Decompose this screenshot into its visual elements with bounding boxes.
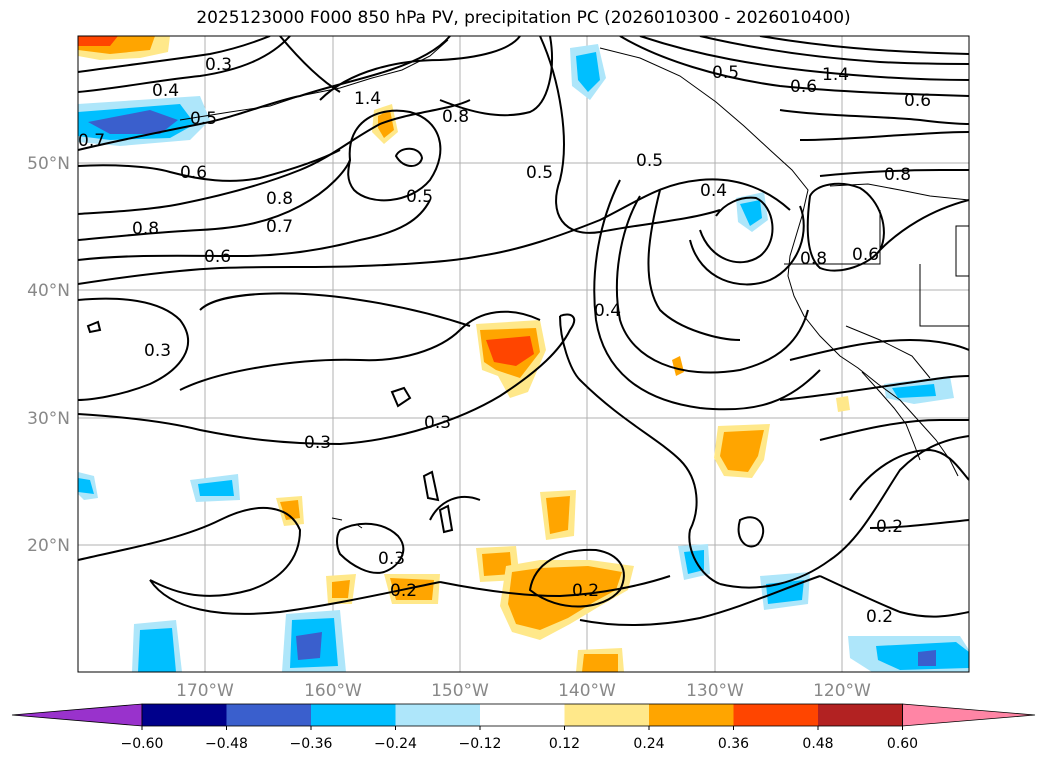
contour-label: 0.2 [876, 517, 903, 537]
lon-label: 120°W [813, 681, 871, 701]
contour-label: 0.5 [526, 163, 553, 183]
pv-contours [78, 36, 969, 627]
contour-label: 0.8 [266, 189, 293, 209]
lat-label: 50°N [27, 154, 70, 174]
colorbar-extend-high [902, 703, 1036, 727]
contour-label: 0.8 [800, 249, 827, 269]
contour-label: 0.3 [205, 55, 232, 75]
colorbar-tick-label: 0.48 [802, 736, 833, 752]
lon-label: 150°W [431, 681, 489, 701]
colorbar-tick-label: −0.24 [374, 736, 417, 752]
contour-label: 0.3 [378, 549, 405, 569]
colorbar-segment [395, 704, 481, 726]
contour-label: 0.8 [132, 219, 159, 239]
lon-label: 170°W [176, 681, 234, 701]
colorbar-segment [311, 704, 396, 726]
contour-label: 0.2 [390, 581, 417, 601]
contour-label: 0.2 [572, 581, 599, 601]
contour-label: 0.5 [406, 187, 433, 207]
lon-label: 160°W [304, 681, 362, 701]
contour-labels: 0.3 0.4 0.5 0.7 0.6 1.4 0.8 0.5 0.5 0.5 … [78, 55, 931, 627]
colorbar-segment [142, 704, 227, 726]
contour-label: 0.3 [144, 341, 171, 361]
colorbar-tick-label: 0.12 [549, 736, 580, 752]
colorbar-tick-label: −0.36 [290, 736, 333, 752]
contour-label: 0.6 [852, 245, 879, 265]
lon-label: 140°W [558, 681, 616, 701]
lat-label: 40°N [27, 281, 70, 301]
colorbar: −0.60 −0.48 −0.36 −0.24 −0.12 0.12 0.24 0.36 0.4… [11, 703, 1036, 752]
colorbar-segment [480, 704, 565, 726]
contour-label: 0.7 [78, 131, 105, 151]
colorbar-segment [564, 704, 650, 726]
contour-label: 0.8 [442, 107, 469, 127]
contour-label: 0.8 [884, 165, 911, 185]
colorbar-tick-label: 0.60 [887, 736, 918, 752]
contour-label: 0.3 [304, 433, 331, 453]
map-frame [77, 35, 970, 673]
contour-label: 0.4 [152, 81, 179, 101]
colorbar-segment [226, 704, 312, 726]
coastlines [179, 39, 969, 529]
colorbar-tick-label: −0.48 [205, 736, 248, 752]
contour-label: 1.4 [822, 65, 849, 85]
colorbar-outline [141, 703, 903, 727]
contour-label: 1.4 [354, 89, 381, 109]
colorbar-extend-low [11, 703, 143, 727]
colorbar-segment [818, 704, 903, 726]
latitude-labels: 50°N 40°N 30°N 20°N [27, 154, 70, 556]
colorbar-segment [649, 704, 734, 726]
colorbar-tick-label: 0.36 [718, 736, 749, 752]
contour-label: 0.5 [712, 63, 739, 83]
map-title: 2025123000 F000 850 hPa PV, precipitatio… [196, 8, 851, 28]
lon-label: 130°W [686, 681, 744, 701]
contour-label: 0.6 [180, 163, 207, 183]
contour-label: 0.7 [266, 217, 293, 237]
contour-label: 0.5 [636, 151, 663, 171]
contour-label: 0.4 [594, 301, 621, 321]
colorbar-tick-label: 0.24 [633, 736, 664, 752]
contour-label: 0.6 [904, 91, 931, 111]
longitude-labels: 170°W 160°W 150°W 140°W 130°W 120°W [176, 681, 871, 701]
lat-label: 20°N [27, 536, 70, 556]
contour-label: 0.6 [790, 77, 817, 97]
colorbar-segment [733, 704, 819, 726]
contour-label: 0.5 [190, 109, 217, 129]
colorbar-tick-label: −0.12 [459, 736, 502, 752]
colorbar-tick-label: −0.60 [121, 736, 164, 752]
contour-label: 0.2 [866, 607, 893, 627]
contour-label: 0.4 [700, 181, 727, 201]
lat-label: 30°N [27, 409, 70, 429]
contour-label: 0.6 [204, 247, 231, 267]
contour-label: 0.3 [424, 413, 451, 433]
